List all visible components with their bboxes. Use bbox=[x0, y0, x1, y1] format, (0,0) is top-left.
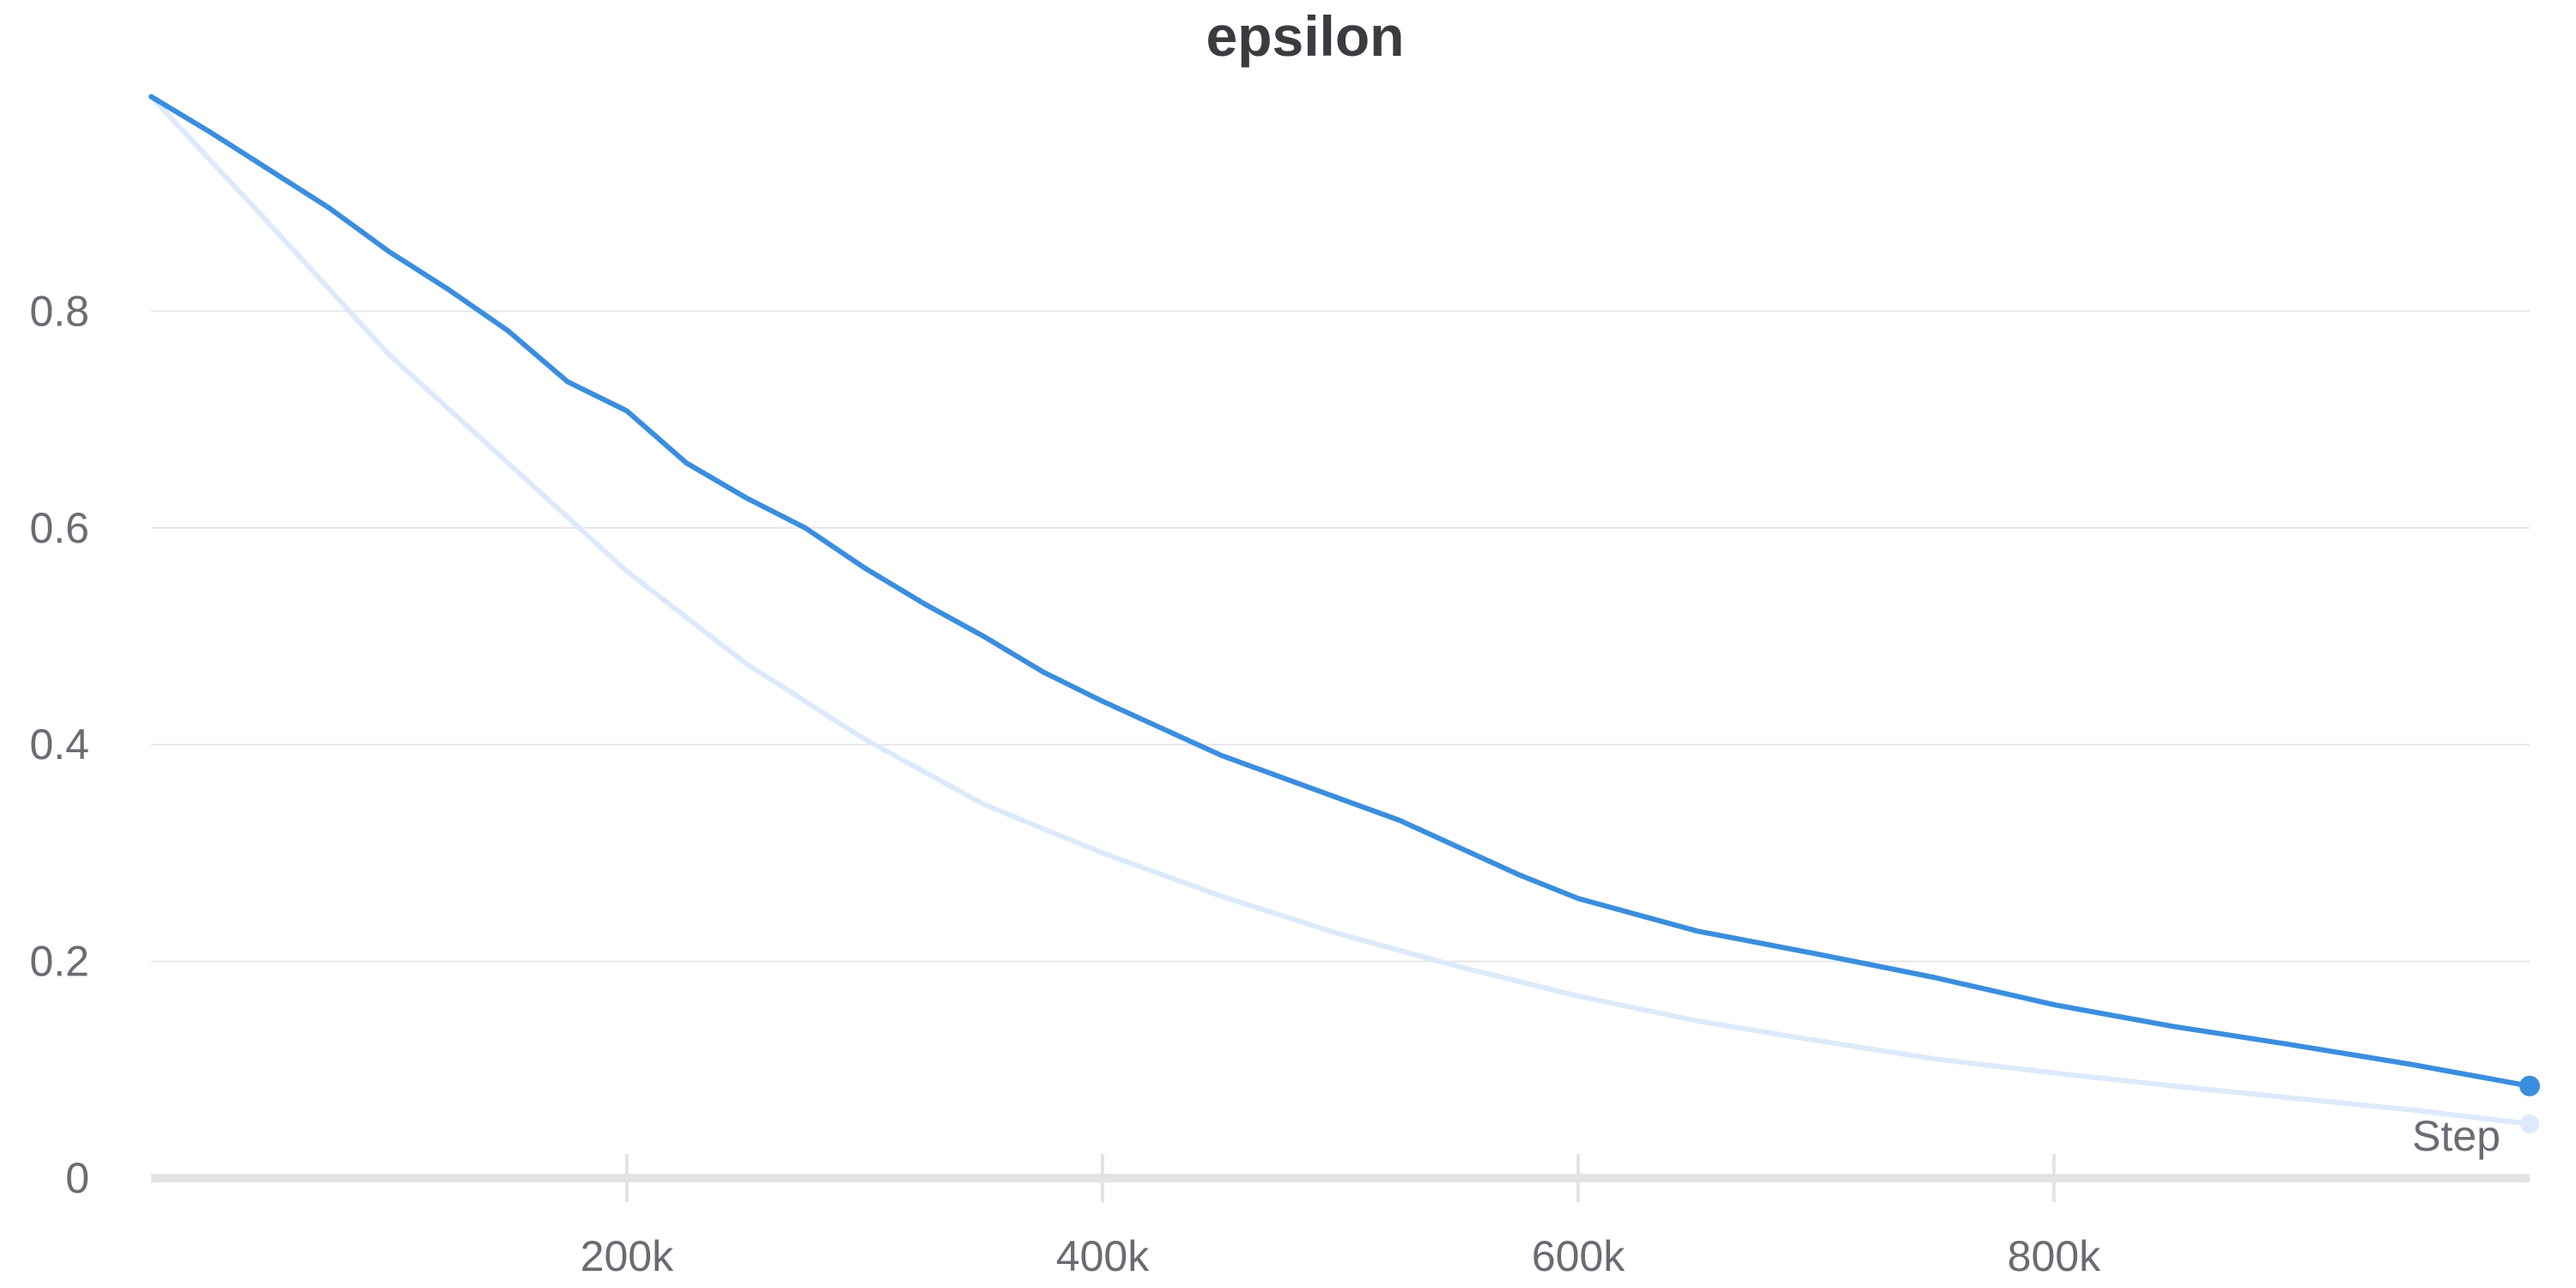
x-tick-label: 400k bbox=[1056, 1232, 1150, 1280]
faint-series-endpoint bbox=[2520, 1114, 2539, 1133]
series-endpoints bbox=[2519, 1075, 2540, 1133]
y-tick-label: 0.4 bbox=[29, 720, 89, 769]
y-tick-label: 0 bbox=[65, 1154, 89, 1202]
chart-title: epsilon bbox=[1206, 4, 1405, 68]
gridlines bbox=[151, 310, 2530, 963]
series-layer bbox=[149, 94, 2532, 1127]
y-axis-ticks: 0 0.2 0.4 0.6 0.8 bbox=[29, 287, 89, 1202]
x-axis-ticks: 200k 400k 600k 800k bbox=[580, 1154, 2101, 1280]
faint-series-line bbox=[149, 94, 2532, 1127]
x-tick-label: 600k bbox=[1532, 1232, 1625, 1280]
x-tick-label: 800k bbox=[2008, 1232, 2101, 1280]
y-tick-label: 0.2 bbox=[29, 938, 89, 986]
x-axis-title: Step bbox=[2412, 1112, 2500, 1160]
primary-series-endpoint bbox=[2519, 1075, 2540, 1097]
primary-series-line bbox=[149, 94, 2532, 1089]
y-tick-label: 0.8 bbox=[29, 287, 89, 335]
x-tick-label: 200k bbox=[580, 1232, 674, 1280]
y-tick-label: 0.6 bbox=[29, 504, 89, 552]
